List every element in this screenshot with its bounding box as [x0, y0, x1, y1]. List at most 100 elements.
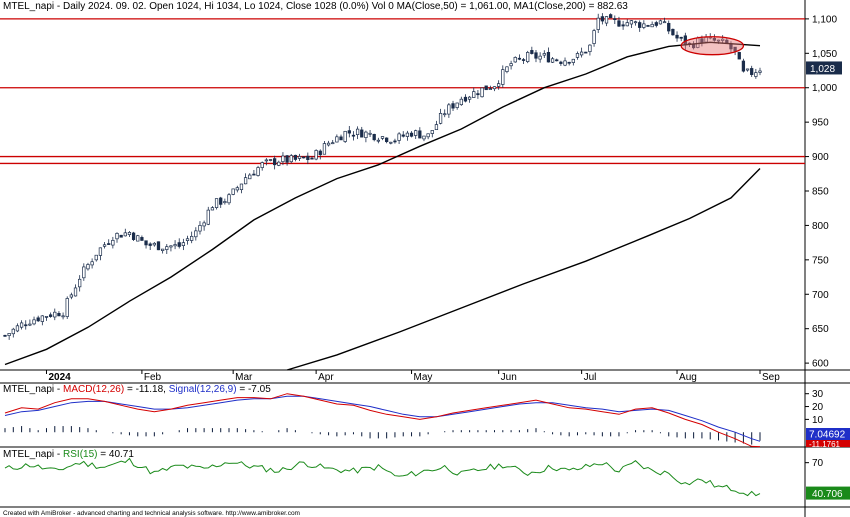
- candle-body: [302, 156, 306, 159]
- candle-body: [343, 130, 347, 142]
- candle-body: [563, 60, 567, 66]
- macd-tick-label: 20: [812, 402, 824, 413]
- price-tick-label: 900: [812, 152, 829, 163]
- candle-body: [555, 59, 559, 62]
- candle-body: [513, 57, 517, 63]
- candle-body: [596, 17, 600, 30]
- candle-body: [675, 34, 679, 39]
- candle-body: [243, 177, 248, 185]
- candle-body: [571, 58, 575, 63]
- candle-body: [260, 162, 264, 168]
- candle-body: [32, 319, 36, 325]
- candle-body: [152, 242, 156, 246]
- candle-body: [185, 238, 190, 241]
- candle-body: [492, 86, 497, 90]
- candle-body: [501, 69, 505, 85]
- candle-body: [7, 333, 11, 336]
- candle-body: [521, 59, 526, 61]
- price-tick-label: 600: [812, 359, 829, 370]
- candle-body: [716, 39, 721, 42]
- candle-body: [505, 66, 509, 72]
- candle-body: [69, 294, 74, 298]
- candle-body: [368, 132, 372, 135]
- candle-body: [127, 232, 132, 236]
- date-tick-label: Apr: [318, 372, 334, 383]
- candle-body: [584, 51, 588, 54]
- price-header: MTEL_napi - Daily 2024. 09. 02. Open 102…: [3, 1, 628, 12]
- candle-body: [78, 278, 82, 288]
- candle-body: [538, 55, 542, 60]
- ma50-line: [4, 41, 761, 366]
- date-tick-label: Feb: [144, 372, 162, 383]
- candle-body: [248, 174, 252, 180]
- moving-averages: [4, 41, 761, 371]
- candle-body: [131, 232, 136, 240]
- candle-body: [40, 315, 44, 322]
- candle-body: [737, 52, 741, 60]
- candle-body: [662, 21, 667, 24]
- candle-body: [107, 243, 111, 245]
- ma200-line: [286, 168, 761, 371]
- candle-body: [654, 22, 658, 26]
- highlight-ellipse: [680, 36, 745, 56]
- candle-body: [165, 246, 169, 250]
- candle-body: [148, 243, 152, 246]
- candle-body: [741, 60, 746, 72]
- candle-body: [210, 207, 215, 211]
- candles: [3, 13, 762, 340]
- signal-header-value: = -7.05: [237, 384, 272, 395]
- candle-body: [534, 52, 538, 59]
- candle-body: [347, 130, 351, 134]
- candle-body: [451, 103, 455, 109]
- candle-body: [231, 188, 235, 195]
- rsi-line: [4, 457, 761, 497]
- signal-value-label: -11.1761: [809, 440, 841, 449]
- candle-body: [638, 22, 642, 28]
- candle-body: [82, 266, 86, 279]
- candle-body: [11, 328, 15, 335]
- candle-body: [409, 132, 414, 137]
- date-tick-label: Aug: [679, 372, 697, 383]
- candle-body: [754, 72, 758, 77]
- macd-header-name: MACD(12,26): [63, 384, 124, 395]
- rsi-header: MTEL_napi - RSI(15) = 40.71: [3, 449, 134, 460]
- candle-body: [3, 334, 7, 337]
- candle-body: [721, 38, 725, 41]
- candle-body: [530, 50, 534, 54]
- rsi-value-label: 40.706: [812, 489, 843, 500]
- candle-body: [239, 183, 244, 191]
- candle-body: [559, 61, 563, 64]
- candle-body: [326, 142, 331, 146]
- candle-body: [281, 155, 285, 163]
- date-axis: 2024 Feb Mar Apr May Jun Jul Aug Sep: [45, 370, 780, 383]
- rsi-header-name: RSI(15): [63, 449, 97, 460]
- candle-body: [646, 25, 650, 27]
- last-price-tag: [806, 61, 842, 75]
- candle-body: [642, 23, 646, 28]
- macd-value-tag: [806, 428, 850, 440]
- date-tick-label: Mar: [235, 372, 253, 383]
- candle-body: [73, 287, 78, 297]
- candle-body: [156, 241, 161, 251]
- candle-body: [177, 242, 181, 247]
- last-price-label: 1,028: [810, 64, 835, 75]
- candle-body: [629, 20, 634, 25]
- annotations: 1,028: [680, 36, 842, 75]
- candle-body: [144, 240, 148, 246]
- candle-body: [418, 130, 422, 139]
- candle-body: [310, 157, 314, 160]
- candle-body: [194, 230, 198, 238]
- candle-body: [542, 53, 546, 56]
- candle-body: [355, 128, 360, 136]
- candle-body: [339, 136, 343, 141]
- candle-body: [140, 237, 144, 241]
- price-tick-label: 650: [812, 324, 829, 335]
- candle-body: [285, 155, 289, 163]
- candle-body: [256, 167, 260, 176]
- candle-body: [459, 98, 463, 106]
- price-tick-label: 1,050: [812, 49, 837, 60]
- candle-body: [472, 91, 476, 98]
- candle-body: [98, 247, 103, 256]
- candle-body: [480, 87, 484, 98]
